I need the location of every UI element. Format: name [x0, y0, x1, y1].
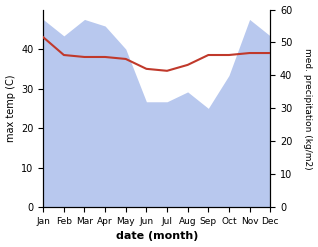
Y-axis label: med. precipitation (kg/m2): med. precipitation (kg/m2) [303, 48, 313, 169]
Y-axis label: max temp (C): max temp (C) [5, 75, 16, 142]
X-axis label: date (month): date (month) [115, 231, 198, 242]
